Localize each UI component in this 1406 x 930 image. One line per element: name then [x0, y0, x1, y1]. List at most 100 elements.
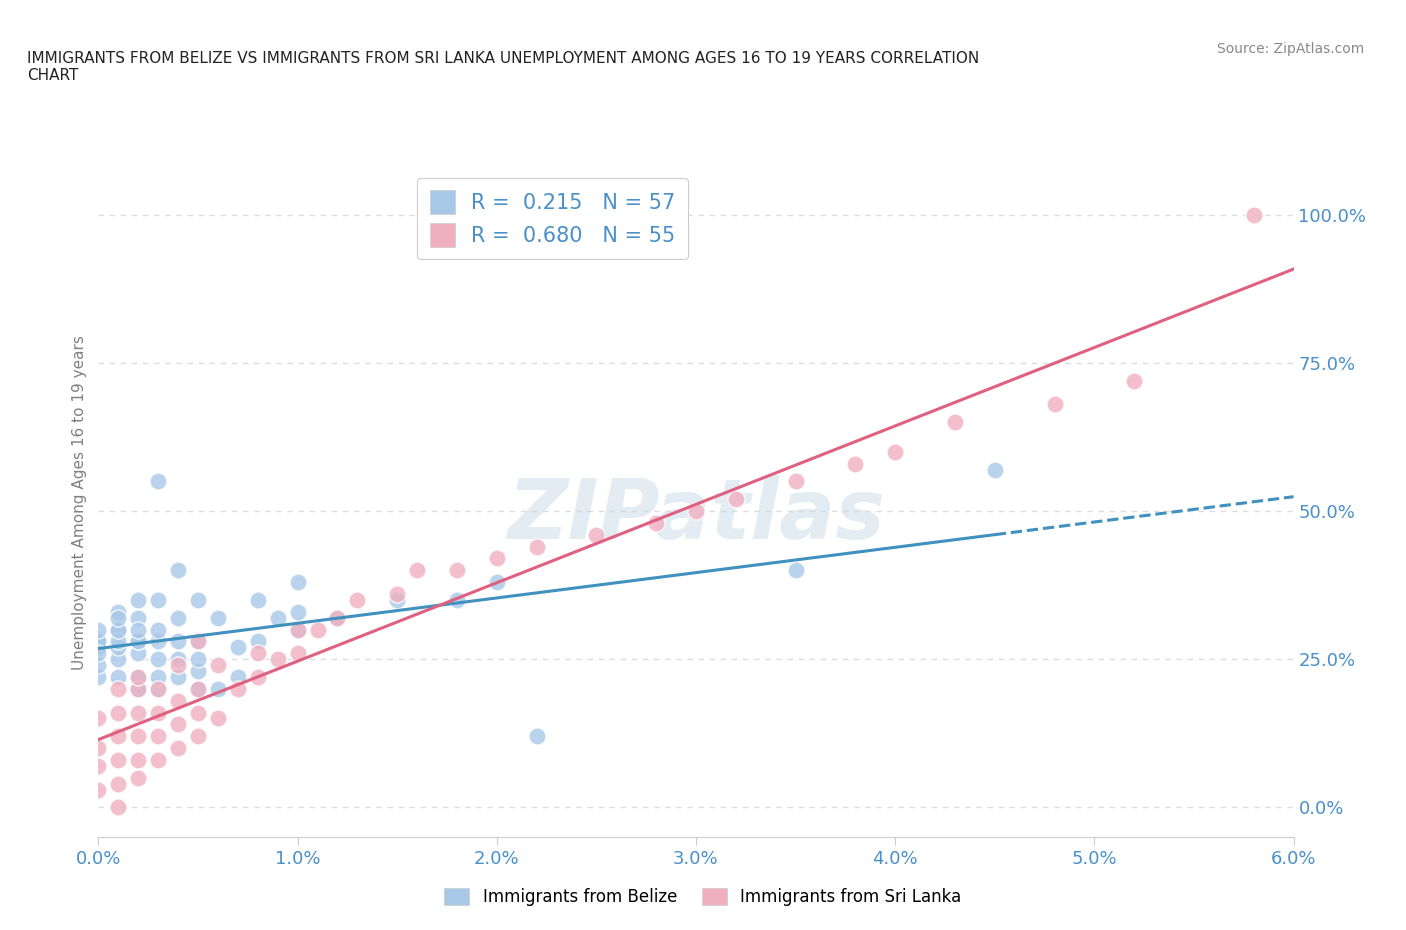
- Point: [148, 682, 170, 697]
- Point: [1123, 373, 1146, 388]
- Point: [187, 682, 209, 697]
- Point: [785, 474, 807, 489]
- Y-axis label: Unemployment Among Ages 16 to 19 years: Unemployment Among Ages 16 to 19 years: [72, 335, 87, 670]
- Legend: R =  0.215   N = 57, R =  0.680   N = 55: R = 0.215 N = 57, R = 0.680 N = 55: [418, 178, 688, 259]
- Point: [148, 634, 170, 649]
- Point: [167, 670, 190, 684]
- Point: [326, 610, 349, 625]
- Point: [127, 752, 149, 767]
- Point: [87, 658, 110, 672]
- Point: [207, 682, 229, 697]
- Point: [107, 752, 129, 767]
- Point: [167, 634, 190, 649]
- Point: [107, 800, 129, 815]
- Point: [943, 415, 966, 430]
- Point: [207, 711, 229, 726]
- Point: [685, 504, 707, 519]
- Point: [167, 652, 190, 667]
- Point: [207, 658, 229, 672]
- Point: [187, 664, 209, 679]
- Point: [87, 622, 110, 637]
- Point: [127, 634, 149, 649]
- Point: [107, 670, 129, 684]
- Text: ZIPatlas: ZIPatlas: [508, 475, 884, 556]
- Point: [167, 563, 190, 578]
- Point: [87, 645, 110, 660]
- Point: [645, 515, 668, 530]
- Point: [107, 705, 129, 720]
- Point: [485, 551, 508, 566]
- Point: [127, 705, 149, 720]
- Point: [127, 729, 149, 744]
- Point: [127, 670, 149, 684]
- Point: [246, 670, 269, 684]
- Point: [226, 682, 249, 697]
- Legend: Immigrants from Belize, Immigrants from Sri Lanka: Immigrants from Belize, Immigrants from …: [437, 881, 969, 912]
- Point: [148, 729, 170, 744]
- Point: [87, 711, 110, 726]
- Point: [107, 622, 129, 637]
- Point: [87, 634, 110, 649]
- Point: [87, 640, 110, 655]
- Point: [87, 740, 110, 755]
- Point: [526, 539, 548, 554]
- Point: [446, 563, 468, 578]
- Point: [107, 634, 129, 649]
- Point: [127, 634, 149, 649]
- Point: [984, 462, 1007, 477]
- Point: [287, 622, 309, 637]
- Point: [148, 670, 170, 684]
- Point: [884, 445, 907, 459]
- Point: [87, 670, 110, 684]
- Point: [148, 705, 170, 720]
- Point: [287, 622, 309, 637]
- Point: [267, 610, 290, 625]
- Point: [187, 634, 209, 649]
- Point: [127, 645, 149, 660]
- Point: [385, 587, 409, 602]
- Point: [346, 592, 368, 607]
- Point: [246, 592, 269, 607]
- Point: [107, 652, 129, 667]
- Point: [127, 770, 149, 785]
- Point: [246, 645, 269, 660]
- Point: [107, 610, 129, 625]
- Point: [187, 682, 209, 697]
- Text: IMMIGRANTS FROM BELIZE VS IMMIGRANTS FROM SRI LANKA UNEMPLOYMENT AMONG AGES 16 T: IMMIGRANTS FROM BELIZE VS IMMIGRANTS FRO…: [27, 51, 979, 84]
- Point: [287, 645, 309, 660]
- Point: [167, 610, 190, 625]
- Point: [326, 610, 349, 625]
- Point: [485, 575, 508, 590]
- Point: [187, 729, 209, 744]
- Point: [207, 610, 229, 625]
- Point: [187, 634, 209, 649]
- Point: [127, 592, 149, 607]
- Point: [287, 575, 309, 590]
- Point: [187, 705, 209, 720]
- Point: [724, 492, 747, 507]
- Point: [267, 652, 290, 667]
- Point: [226, 640, 249, 655]
- Point: [585, 527, 607, 542]
- Point: [446, 592, 468, 607]
- Point: [148, 592, 170, 607]
- Point: [107, 604, 129, 619]
- Point: [87, 759, 110, 774]
- Point: [107, 777, 129, 791]
- Point: [148, 474, 170, 489]
- Point: [187, 652, 209, 667]
- Point: [127, 622, 149, 637]
- Point: [406, 563, 429, 578]
- Point: [127, 682, 149, 697]
- Point: [148, 682, 170, 697]
- Point: [127, 682, 149, 697]
- Point: [167, 658, 190, 672]
- Point: [187, 592, 209, 607]
- Point: [107, 729, 129, 744]
- Point: [148, 622, 170, 637]
- Text: Source: ZipAtlas.com: Source: ZipAtlas.com: [1216, 42, 1364, 56]
- Point: [385, 592, 409, 607]
- Point: [1043, 397, 1066, 412]
- Point: [148, 652, 170, 667]
- Point: [1243, 207, 1265, 222]
